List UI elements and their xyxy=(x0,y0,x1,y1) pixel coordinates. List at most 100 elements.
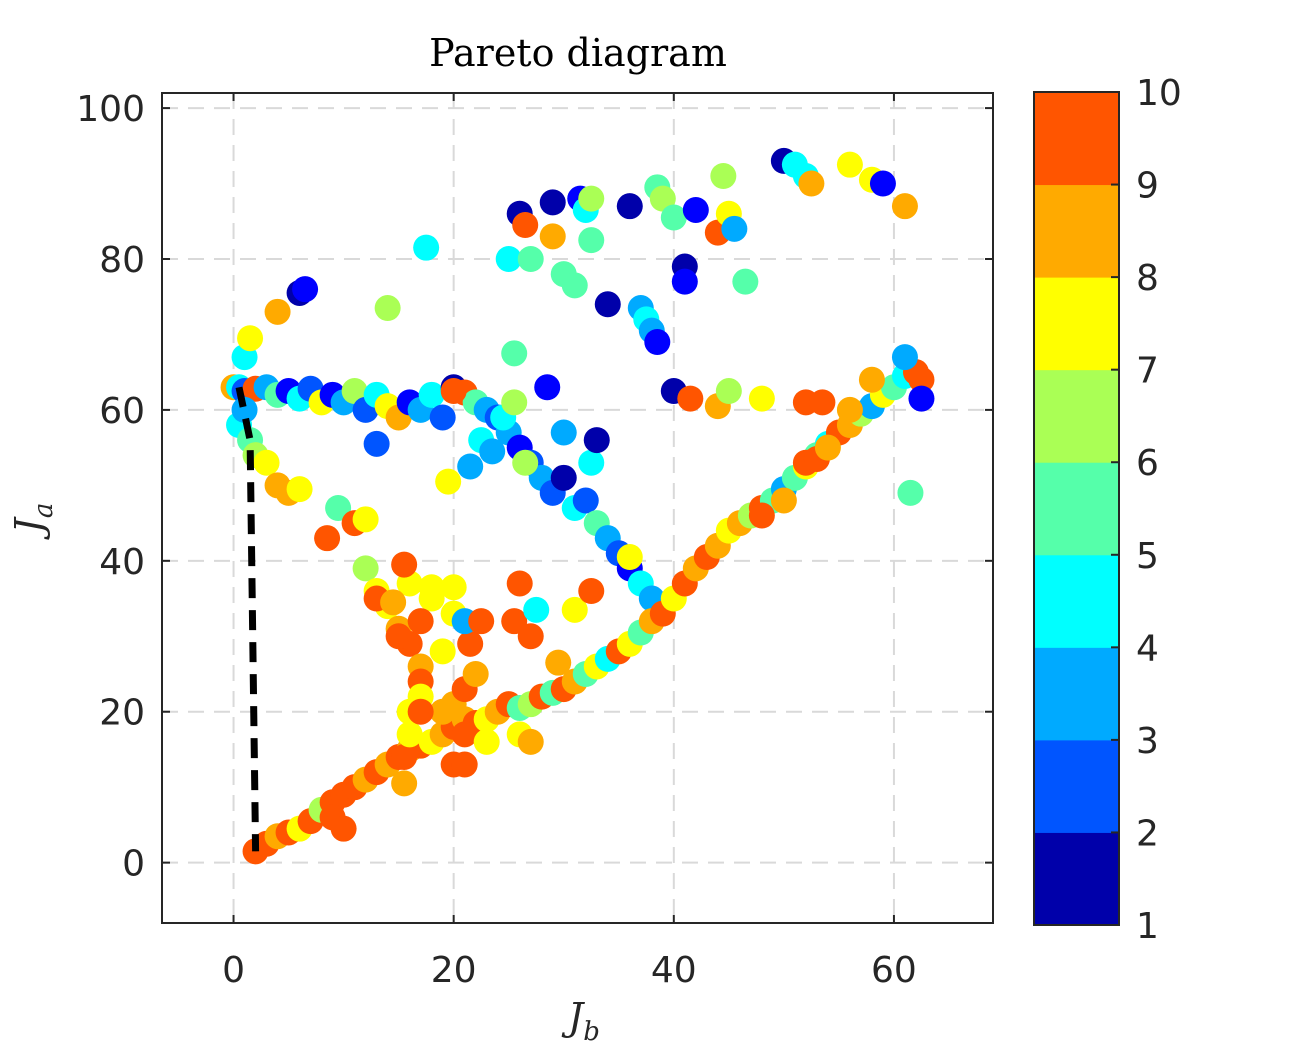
colorbar-band xyxy=(1034,832,1119,926)
scatter-point xyxy=(495,246,522,272)
scatter-point xyxy=(908,385,935,412)
scatter-point xyxy=(534,374,561,401)
scatter-point xyxy=(385,623,412,650)
scatter-point xyxy=(391,551,418,578)
scatter-point xyxy=(457,630,484,657)
colorbar-tick-label: 7 xyxy=(1136,351,1159,392)
scatter-point xyxy=(616,544,643,571)
scatter-point xyxy=(715,378,742,405)
colorbar-tick-label: 2 xyxy=(1136,813,1159,854)
scatter-point xyxy=(457,453,484,480)
scatter-point xyxy=(407,698,434,725)
scatter-point xyxy=(671,268,698,295)
scatter-point xyxy=(891,193,918,220)
colorbar-tick-label: 6 xyxy=(1136,443,1159,484)
scatter-point xyxy=(858,366,885,393)
scatter-point xyxy=(352,506,379,533)
y-tick-label: 0 xyxy=(122,844,145,885)
scatter-point xyxy=(616,193,643,220)
scatter-point xyxy=(325,495,352,521)
scatter-point xyxy=(550,419,577,446)
scatter-point xyxy=(391,770,418,797)
y-axis-label-main: J xyxy=(7,516,51,540)
y-axis-label-sub: a xyxy=(29,503,59,519)
scatter-point xyxy=(440,574,467,601)
colorbar-band xyxy=(1034,462,1119,556)
scatter-point xyxy=(429,404,456,431)
chart-title: Pareto diagram xyxy=(429,31,727,75)
scatter-point xyxy=(836,396,863,423)
scatter-point xyxy=(891,344,918,371)
scatter-point xyxy=(292,276,319,303)
scatter-point xyxy=(578,578,605,604)
scatter-point xyxy=(501,340,528,367)
scatter-point xyxy=(451,751,478,778)
colorbar-band xyxy=(1034,277,1119,371)
y-tick-label: 20 xyxy=(99,693,145,734)
scatter-point xyxy=(869,170,896,197)
colorbar-tick-label: 10 xyxy=(1136,73,1182,114)
scatter-point xyxy=(578,227,605,254)
scatter-point xyxy=(418,574,445,601)
scatter-point xyxy=(501,608,528,635)
scatter-point xyxy=(710,163,737,189)
colorbar-band xyxy=(1034,647,1119,741)
scatter-point xyxy=(809,389,836,416)
x-axis-label-main: J xyxy=(561,995,585,1039)
plot-frame xyxy=(161,92,994,924)
scatter-point xyxy=(649,185,676,212)
scatter-point xyxy=(352,555,379,582)
scatter-point xyxy=(473,728,500,755)
scatter-point xyxy=(748,502,775,529)
scatter-points xyxy=(220,147,935,865)
scatter-point xyxy=(429,638,456,665)
scatter-point xyxy=(523,596,550,623)
scatter-point xyxy=(545,649,572,676)
scatter-point xyxy=(814,434,841,461)
scatter-point xyxy=(517,728,544,755)
scatter-point xyxy=(836,151,863,178)
scatter-point xyxy=(682,196,709,223)
scatter-point xyxy=(512,449,539,476)
scatter-point xyxy=(396,721,423,748)
x-axis-label: Jb xyxy=(561,995,600,1047)
y-tick-label: 80 xyxy=(99,240,145,281)
scatter-point xyxy=(468,608,495,635)
scatter-point xyxy=(380,589,407,616)
scatter-point xyxy=(721,215,748,242)
scatter-point xyxy=(330,815,357,842)
scatter-point xyxy=(237,325,264,352)
pareto-front-line xyxy=(235,386,260,852)
scatter-point xyxy=(748,385,775,412)
colorbar: 1 2 3 4 5 6 7 8 9 10 xyxy=(1033,73,1182,947)
colorbar-band xyxy=(1034,554,1119,648)
scatter-point xyxy=(440,378,467,405)
colorbar-tick-label: 3 xyxy=(1136,721,1159,762)
scatter-point xyxy=(594,291,621,318)
colorbar-frame xyxy=(1033,91,1120,926)
colorbar-tick-label: 5 xyxy=(1136,536,1159,577)
x-tick-label: 0 xyxy=(222,950,245,991)
y-tick-label: 60 xyxy=(99,391,145,432)
scatter-point xyxy=(583,427,610,454)
scatter-point xyxy=(897,479,924,506)
scatter-point xyxy=(517,623,544,650)
scatter-point xyxy=(512,212,539,239)
scatter-point xyxy=(677,385,704,412)
x-axis-label-sub: b xyxy=(583,1017,600,1047)
scatter-point xyxy=(462,661,489,687)
colorbar-band xyxy=(1034,739,1119,833)
scatter-point xyxy=(391,744,418,770)
scatter-point xyxy=(451,721,478,748)
y-tick-label: 40 xyxy=(99,542,145,583)
scatter-point xyxy=(418,381,445,408)
scatter-point xyxy=(561,596,588,623)
scatter-point xyxy=(539,189,566,216)
scatter-point xyxy=(253,449,280,476)
scatter-point xyxy=(550,464,577,491)
scatter-point xyxy=(341,378,368,405)
scatter-point xyxy=(798,170,825,197)
scatter-point xyxy=(539,223,566,250)
scatter-point xyxy=(363,430,390,457)
